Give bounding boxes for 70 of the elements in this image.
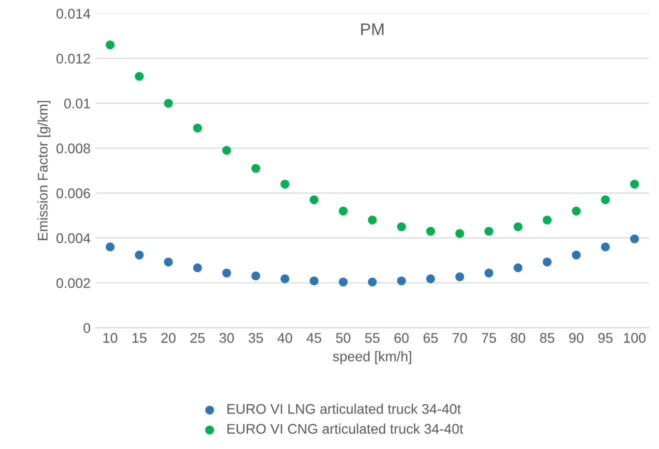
legend-label: EURO VI CNG articulated truck 34-40t [227, 424, 464, 434]
point [572, 206, 581, 216]
point [222, 268, 232, 278]
x-tick-label: 80 [510, 333, 526, 343]
y-tick-label: 0.014 [56, 8, 90, 19]
y-tick-label: 0.006 [56, 188, 90, 198]
x-tick-label: 10 [103, 333, 118, 343]
point [310, 195, 318, 204]
point [280, 274, 290, 284]
point [338, 206, 348, 216]
point [484, 226, 494, 236]
point [280, 180, 290, 188]
x-tick-label: 35 [248, 333, 263, 343]
legend-label: EURO VI LNG articulated truck 34-40t [227, 404, 461, 414]
point [134, 250, 144, 260]
x-tick-label: 90 [569, 333, 584, 343]
point [368, 278, 377, 286]
x-tick-label: 95 [598, 333, 613, 343]
point [222, 146, 232, 155]
point [338, 278, 348, 286]
point [397, 222, 406, 232]
y-tick-label: 0.004 [56, 233, 90, 244]
point [455, 272, 464, 282]
x-tick-label: 65 [424, 333, 438, 343]
x-tick-label: 45 [306, 333, 322, 343]
point [484, 268, 494, 278]
point [542, 216, 552, 224]
y-tick-label: 0.008 [56, 144, 90, 154]
x-tick-label: 25 [190, 333, 205, 343]
x-tick-label: 100 [624, 333, 646, 343]
y-tick-label: 0 [84, 323, 90, 333]
point [572, 250, 581, 260]
point [310, 276, 318, 286]
x-tick-label: 55 [365, 333, 380, 343]
point [368, 216, 377, 224]
x-tick-label: 75 [482, 333, 496, 343]
y-tick-label: 0.012 [56, 54, 90, 64]
point [601, 195, 610, 204]
point [164, 258, 173, 266]
x-tick-label: 70 [452, 333, 467, 343]
chart-title: PM [361, 24, 384, 35]
point [630, 234, 639, 244]
point [542, 258, 552, 266]
point [397, 276, 406, 286]
point [193, 124, 202, 132]
point [193, 263, 202, 272]
y-tick-label: 0.01 [64, 98, 90, 108]
y-axis-title: Emission Factor [g/km] [37, 100, 50, 240]
point [134, 72, 144, 81]
point [164, 98, 173, 108]
point [251, 164, 260, 173]
point [455, 229, 464, 238]
y-tick-label: 0.002 [56, 278, 90, 288]
x-tick-label: 85 [540, 333, 554, 343]
point [630, 180, 639, 188]
point [106, 40, 115, 50]
x-tick-label: 15 [132, 333, 146, 343]
x-axis-title: speed [km/h] [332, 351, 412, 364]
point [601, 242, 610, 252]
x-tick-label: 60 [394, 333, 409, 343]
point [426, 226, 435, 236]
x-tick-label: 40 [278, 333, 292, 343]
point [106, 242, 115, 252]
x-tick-label: 50 [336, 333, 350, 343]
x-tick-label: 30 [219, 333, 234, 343]
point [426, 274, 435, 284]
x-tick-label: 20 [161, 333, 176, 343]
point [514, 263, 522, 272]
point [251, 272, 260, 280]
point [514, 222, 522, 232]
